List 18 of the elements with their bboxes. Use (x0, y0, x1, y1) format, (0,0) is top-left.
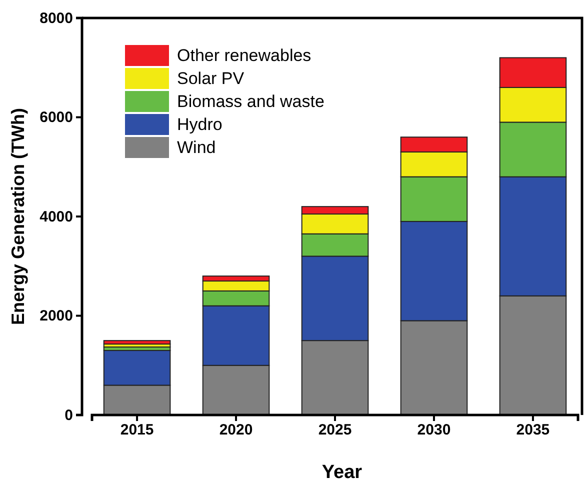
legend-label: Solar PV (177, 69, 245, 88)
legend-label: Wind (177, 138, 216, 157)
x-tick-label: 2035 (516, 422, 550, 439)
bar (103, 340, 171, 345)
x-tick-label: 2015 (120, 422, 154, 439)
x-tick-label: 2020 (219, 422, 253, 439)
y-tick-label: 0 (64, 406, 73, 424)
y-tick-label: 8000 (40, 10, 73, 27)
y-tick-label: 2000 (40, 308, 73, 325)
legend-label: Hydro (177, 115, 222, 134)
x-tick-label: 2025 (318, 422, 352, 439)
y-tick-label: 6000 (40, 109, 73, 126)
x-axis-title: Year (322, 462, 363, 483)
y-axis-title: Energy Generation (TWh) (8, 108, 28, 326)
x-tick-label: 2030 (417, 422, 451, 439)
legend-label: Other renewables (177, 46, 312, 65)
legend-label: Biomass and waste (177, 92, 324, 111)
y-tick-label: 4000 (40, 208, 73, 226)
